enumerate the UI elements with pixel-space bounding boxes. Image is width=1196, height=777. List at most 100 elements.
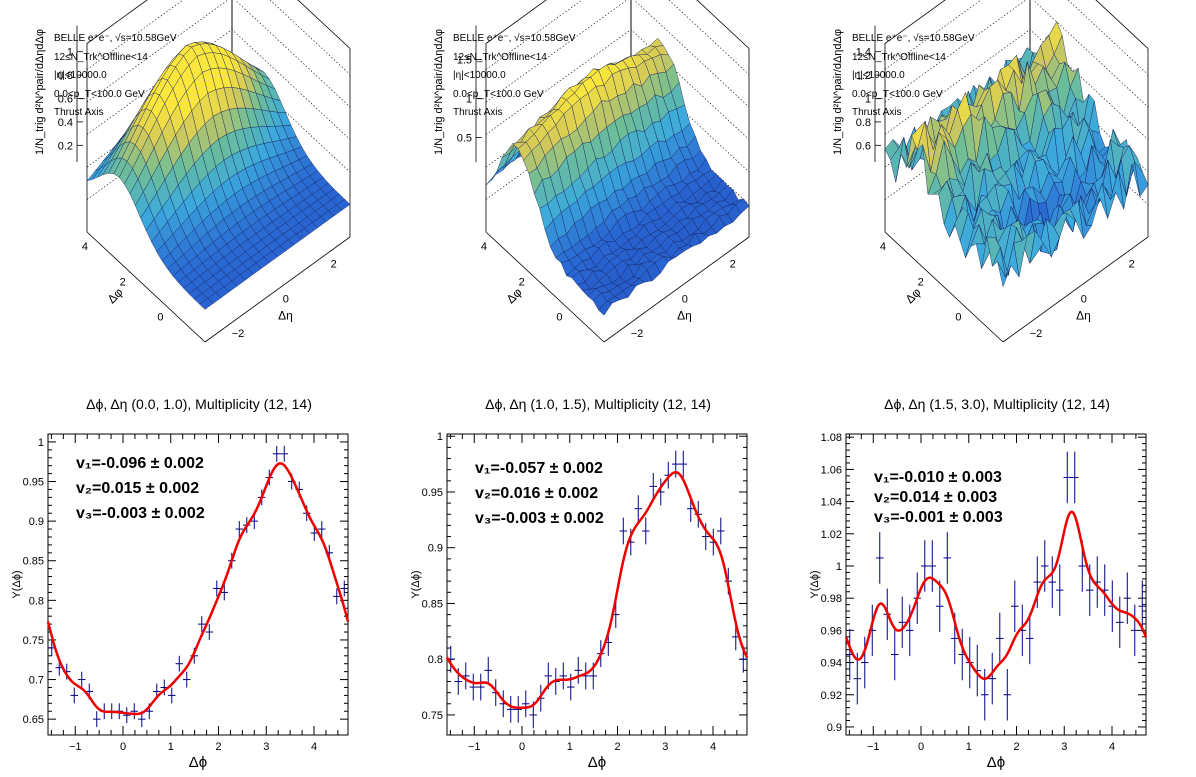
surface-cell — [997, 261, 1012, 288]
data-point — [522, 690, 530, 718]
x-tick-label: −1 — [468, 741, 481, 753]
data-point — [1123, 572, 1132, 624]
x-axis — [884, 231, 1004, 343]
z-axis-label: 1/N_trig d²N^pair/dΔηdΔφ — [34, 29, 46, 155]
x-tick-label: 2 — [519, 276, 525, 288]
fit-curve — [445, 471, 749, 710]
grid-line — [485, 0, 750, 75]
x-tick-label: −1 — [69, 741, 82, 753]
box-wall — [231, 0, 351, 237]
y-axis — [603, 236, 750, 343]
surface-mesh — [884, 21, 1149, 288]
projection-plot-3: −1 0 1 2 3 4 0.9 0.92 0.94 0.96 0.98 1 1.02 1.04 1.06 1… — [809, 432, 1148, 771]
y-tick-label: 0 — [1081, 293, 1087, 305]
y-tick-label: 0.7 — [29, 675, 44, 687]
data-point — [679, 450, 688, 478]
surface-panel-2: 0.5 1 1.5 1/N_trig d²N^pair/dΔηdΔφ 0 2 4 Δφ −2 0 2… — [399, 0, 797, 386]
grid-line — [884, 0, 1149, 108]
y-tick-label: 1 — [38, 437, 44, 449]
y-axis-label: Δη — [677, 309, 692, 323]
y-tick-label: −2 — [631, 328, 644, 340]
grid-line — [485, 0, 750, 108]
data-point — [484, 656, 493, 684]
surface-panel-1: 0.2 0.4 0.6 0.8 1 1/N_trig d²N^pair/dΔηdΔφ 0 2 4… — [0, 0, 398, 386]
surface-mesh — [485, 38, 750, 316]
z-tick-label: 0.5 — [457, 133, 472, 145]
y-tick-label: 0.98 — [821, 593, 842, 605]
projection-panel-1: Δϕ, Δη (0.0, 1.0), Multiplicity (12, 14)… — [0, 386, 398, 772]
surface-cell — [598, 301, 613, 316]
y-axis-label: Δη — [278, 309, 293, 323]
fit-v1: v₁=-0.096 ± 0.002 — [76, 455, 204, 472]
z-tick-label: 0.4 — [58, 117, 73, 129]
x-tick-label: 4 — [82, 241, 88, 253]
x-axis-label: Δϕ — [987, 754, 1005, 771]
data-point — [1071, 451, 1079, 504]
surface-mesh — [86, 41, 351, 310]
data-point — [183, 671, 191, 688]
data-point — [1048, 556, 1057, 608]
projection-plot-1: −1 0 1 2 3 4 0.65 0.7 0.75 0.8 0.85 0.9 0.95 1 Δϕ Y(Δϕ) — [11, 433, 350, 771]
header-line: |η|<10000.0 — [453, 70, 506, 81]
header-line: 12≤N_Trk^Offline<14 — [852, 51, 946, 63]
data-point — [168, 687, 176, 704]
data-point — [1003, 669, 1012, 721]
surface-plot-1: 0.2 0.4 0.6 0.8 1 1/N_trig d²N^pair/dΔηdΔφ 0 2 4… — [34, 0, 351, 343]
data-point — [280, 445, 289, 462]
y-axis-label: Y(Δϕ) — [410, 570, 422, 598]
x-tick-label: 2 — [120, 276, 126, 288]
y-tick-label: 0.85 — [422, 598, 443, 610]
data-point — [701, 523, 710, 550]
data-point — [70, 687, 79, 704]
y-tick-label: 0.8 — [428, 654, 443, 666]
header-line: Thrust Axis — [852, 107, 902, 118]
y-tick-label: 0.96 — [821, 625, 842, 637]
plot-title: Δϕ, Δη (1.0, 1.5), Multiplicity (12, 14) — [485, 396, 711, 412]
fit-v3: v₃=-0.003 ± 0.002 — [76, 505, 205, 522]
z-tick-label: 0.6 — [58, 94, 73, 106]
z-axis-label: 1/N_trig d²N^pair/dΔηdΔφ — [832, 29, 844, 155]
header-info-2: BELLE e⁺e⁻, √s=10.58GeV 12≤N_Trk^Offline… — [453, 30, 576, 123]
x-tick-label: 0 — [918, 741, 924, 753]
data-point — [717, 517, 725, 545]
fit-v3: v₃=-0.003 ± 0.002 — [475, 510, 604, 527]
header-line: BELLE e⁺e⁻, √s=10.58GeV — [453, 33, 576, 44]
header-line: Thrust Axis — [54, 107, 104, 118]
data-point — [273, 445, 281, 462]
grid-line — [86, 0, 351, 108]
data-point — [1138, 580, 1147, 632]
plot-frame — [845, 433, 1147, 736]
data-point — [506, 695, 515, 723]
x-tick-label: 1 — [567, 741, 573, 753]
y-tick-label: 1 — [437, 431, 443, 443]
header-line: 0.0<p_T<100.0 GeV — [453, 88, 544, 100]
x-tick-label: −1 — [867, 741, 880, 753]
data-point — [876, 532, 884, 584]
box-wall — [1029, 0, 1149, 237]
z-tick-label: 1.2 — [856, 70, 871, 82]
projection-plot-2: −1 0 1 2 3 4 0.75 0.8 0.85 0.9 0.95 1 Δϕ Y(Δϕ) — [410, 431, 749, 771]
z-tick-label: 1 — [67, 47, 73, 59]
y-tick-label: 1.04 — [821, 497, 842, 509]
header-line: 12≤N_Trk^Offline<14 — [54, 51, 148, 63]
data-point — [477, 673, 485, 701]
data-point — [891, 628, 899, 681]
box-wall — [630, 0, 750, 237]
x-tick-label: 0 — [120, 741, 126, 753]
data-point — [235, 521, 244, 537]
projection-panel-2: Δϕ, Δη (1.0, 1.5), Multiplicity (12, 14)… — [399, 386, 797, 772]
plot-title: Δϕ, Δη (1.5, 3.0), Multiplicity (12, 14) — [884, 396, 1110, 412]
y-tick-label: 0.85 — [23, 556, 44, 568]
y-tick-label: 0.75 — [422, 710, 443, 722]
x-tick-label: 2 — [215, 741, 221, 753]
header-line: BELLE e⁺e⁻, √s=10.58GeV — [54, 33, 177, 44]
data-point — [469, 673, 478, 701]
x-tick-label: 0 — [955, 312, 961, 324]
z-tick-label: 1 — [865, 94, 871, 106]
data-point — [1041, 540, 1049, 592]
y-axis-label: Y(Δϕ) — [11, 570, 23, 598]
y-tick-label: 0 — [682, 293, 688, 305]
data-point — [93, 711, 101, 728]
data-point — [130, 703, 139, 720]
fit-curve — [46, 462, 350, 716]
